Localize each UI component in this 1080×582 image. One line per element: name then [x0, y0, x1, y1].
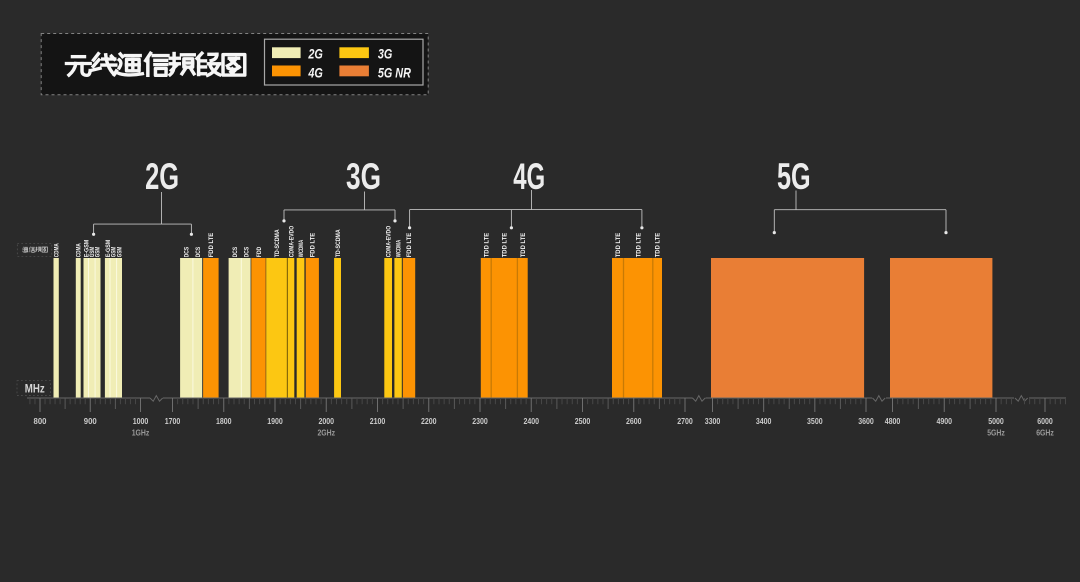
svg-text:3G: 3G	[346, 156, 381, 197]
svg-text:2100: 2100	[370, 416, 386, 426]
svg-text:5G: 5G	[777, 156, 811, 197]
svg-text:CDMA-EVDO: CDMA-EVDO	[385, 226, 392, 258]
svg-text:4G: 4G	[513, 156, 545, 197]
svg-text:CDMA-EVDO: CDMA-EVDO	[288, 226, 295, 258]
svg-text:2500: 2500	[575, 416, 591, 426]
svg-text:2000: 2000	[318, 416, 334, 426]
svg-text:2200: 2200	[421, 416, 437, 426]
svg-text:TD-SCDMA: TD-SCDMA	[335, 229, 342, 257]
svg-text:WCDMA: WCDMA	[298, 239, 305, 257]
svg-text:2G: 2G	[308, 45, 323, 61]
svg-text:CDMA: CDMA	[76, 243, 83, 257]
svg-text:6000: 6000	[1037, 416, 1053, 426]
svg-text:5G NR: 5G NR	[378, 65, 412, 81]
svg-text:GSM: GSM	[89, 247, 96, 258]
svg-text:TD-SCDMA: TD-SCDMA	[274, 229, 281, 257]
svg-text:DCS: DCS	[195, 247, 202, 258]
svg-text:1700: 1700	[165, 416, 181, 426]
svg-text:DCS: DCS	[184, 247, 191, 258]
svg-text:2G: 2G	[145, 156, 179, 197]
svg-text:FDD LTE: FDD LTE	[208, 233, 215, 258]
svg-text:4900: 4900	[936, 416, 952, 426]
svg-text:TDD LTE: TDD LTE	[615, 233, 622, 258]
svg-text:1800: 1800	[216, 416, 232, 426]
svg-text:1900: 1900	[267, 416, 283, 426]
svg-text:4G: 4G	[308, 65, 323, 81]
svg-text:1GHz: 1GHz	[132, 427, 150, 437]
svg-text:3G: 3G	[378, 45, 393, 61]
svg-text:E-GSM: E-GSM	[83, 240, 90, 258]
svg-text:1000: 1000	[133, 416, 149, 426]
svg-text:TDD LTE: TDD LTE	[520, 233, 527, 258]
svg-text:2300: 2300	[472, 416, 488, 426]
svg-text:2400: 2400	[523, 416, 539, 426]
svg-text:2GHz: 2GHz	[317, 427, 335, 437]
svg-text:3600: 3600	[858, 416, 874, 426]
svg-text:5000: 5000	[988, 416, 1004, 426]
svg-text:3500: 3500	[807, 416, 823, 426]
svg-text:TDD LTE: TDD LTE	[655, 233, 662, 258]
svg-text:FDD LTE: FDD LTE	[310, 233, 317, 258]
svg-text:CDMA: CDMA	[54, 243, 61, 257]
svg-text:MHz: MHz	[25, 384, 45, 396]
svg-text:DCS: DCS	[244, 247, 251, 258]
svg-text:GSM: GSM	[111, 247, 118, 258]
svg-text:3400: 3400	[756, 416, 772, 426]
svg-text:GSM: GSM	[117, 247, 124, 258]
svg-text:2700: 2700	[677, 416, 693, 426]
svg-text:4800: 4800	[885, 416, 901, 426]
svg-text:TDD LTE: TDD LTE	[502, 233, 509, 258]
svg-text:GSM: GSM	[95, 247, 102, 258]
svg-text:WCDMA: WCDMA	[395, 239, 402, 257]
svg-text:E-GSM: E-GSM	[105, 240, 112, 258]
svg-text:TDD LTE: TDD LTE	[483, 233, 490, 258]
svg-text:DCS: DCS	[232, 247, 239, 258]
svg-text:TDD LTE: TDD LTE	[636, 233, 643, 258]
svg-text:6GHz: 6GHz	[1036, 427, 1054, 437]
svg-text:800: 800	[34, 416, 47, 426]
svg-text:2600: 2600	[626, 416, 642, 426]
svg-text:5GHz: 5GHz	[987, 427, 1005, 437]
svg-text:900: 900	[84, 416, 97, 426]
svg-text:FDD LTE: FDD LTE	[406, 233, 413, 258]
svg-text:FDD: FDD	[256, 246, 263, 257]
svg-text:3300: 3300	[705, 416, 721, 426]
